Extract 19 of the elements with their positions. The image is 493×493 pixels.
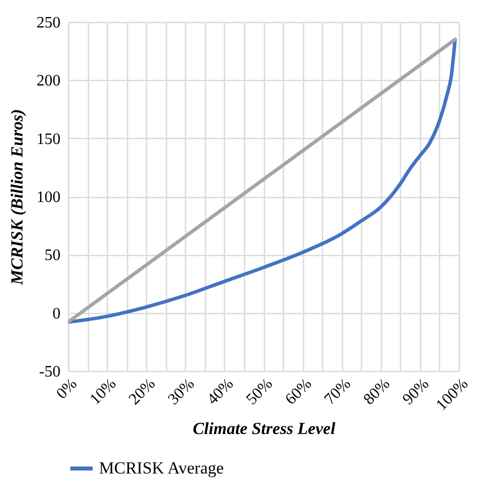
x-tick-label: 40% [204,376,237,408]
y-tick-label: 0 [52,305,60,322]
x-axis-title: Climate Stress Level [192,419,336,438]
line-series [68,38,457,324]
y-tick-label: 100 [36,189,60,206]
x-tick-label: 90% [400,376,432,408]
x-tick-label: 80% [360,376,394,408]
y-tick-label: 50 [44,247,60,264]
y-axis-title: MCRISK (Billion Euros) [8,109,26,286]
x-tick-label: 50% [243,376,276,408]
y-tick-label: 150 [36,130,60,148]
x-tick-label: 10% [86,376,120,408]
x-tick-label: 70% [321,376,354,408]
y-tick-label: 250 [36,14,60,32]
x-tick-label: 30% [165,376,198,408]
x-tick-label: 60% [282,376,316,408]
x-tick-label: 20% [126,376,159,408]
legend-label: MCRISK Average [99,458,224,478]
y-tick-label: 200 [36,72,60,90]
